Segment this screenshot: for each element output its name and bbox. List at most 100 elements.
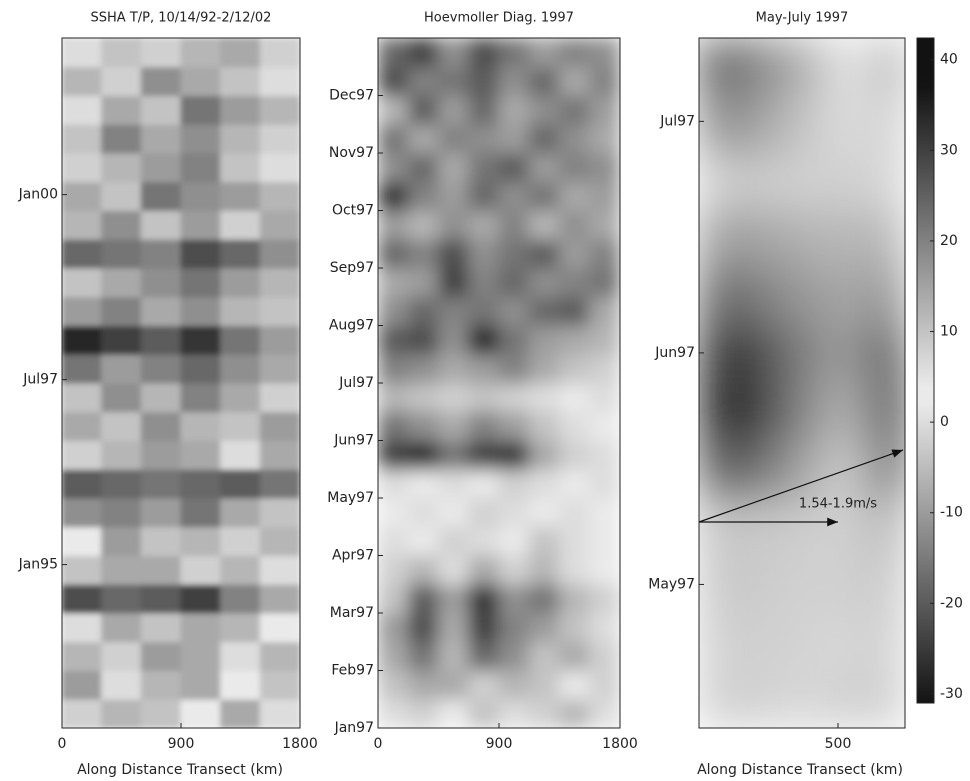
heatmap-cell <box>101 296 142 326</box>
heatmap-cell <box>407 698 439 728</box>
y-tick-label: Jan95 <box>18 557 58 573</box>
heatmap-cell <box>101 641 142 671</box>
heatmap-cell <box>378 38 409 68</box>
heatmap-cell <box>180 555 222 585</box>
heatmap-cell <box>180 612 222 643</box>
heatmap-cell <box>220 325 261 355</box>
heatmap-cell <box>407 95 439 125</box>
heatmap-cell <box>101 210 142 240</box>
heatmap-cell <box>870 95 905 154</box>
heatmap-cell <box>870 38 905 96</box>
heatmap-cell <box>498 267 530 298</box>
y-tick-label: Mar97 <box>330 605 374 621</box>
heatmap-cell <box>528 38 560 68</box>
heatmap-cell <box>220 210 261 240</box>
heatmap-cell <box>259 526 300 556</box>
colorbar-tick-label: 0 <box>940 414 949 430</box>
heatmap-cell <box>468 95 500 125</box>
y-tick-label: Jun97 <box>654 345 695 361</box>
heatmap-cell <box>438 353 470 384</box>
heatmap-cell <box>62 296 103 326</box>
x-tick-label: 1800 <box>602 736 638 752</box>
heatmap-cell <box>220 382 261 413</box>
y-tick-label: Jul97 <box>659 113 695 129</box>
heatmap-cell <box>498 325 530 355</box>
heatmap-cell <box>180 698 222 728</box>
heatmap-cell <box>407 38 439 68</box>
heatmap-cell <box>62 267 103 298</box>
heatmap-cell <box>801 555 837 614</box>
heatmap-cell <box>559 296 591 326</box>
heatmap-cell <box>801 382 837 441</box>
heatmap-cell <box>699 95 734 154</box>
heatmap-cell <box>101 411 142 441</box>
heatmap-cell <box>559 612 591 643</box>
heatmap-cell <box>220 670 261 700</box>
heatmap-cell <box>407 238 439 269</box>
heatmap-cell <box>498 497 530 528</box>
heatmap-cell <box>62 555 103 585</box>
heatmap-cell <box>528 66 560 96</box>
heatmap-cell <box>498 612 530 643</box>
heatmap-cell <box>180 382 222 413</box>
heatmap-cell <box>180 238 222 269</box>
heatmap-cell <box>559 181 591 211</box>
heatmap-cell <box>732 210 769 269</box>
heatmap-cell <box>407 468 439 499</box>
heatmap-cell <box>835 210 872 269</box>
heatmap-cell <box>528 612 560 643</box>
heatmap-cell <box>140 123 182 154</box>
heatmap-cell <box>140 698 182 728</box>
heatmap-cell <box>528 526 560 556</box>
heatmap-cell <box>528 353 560 384</box>
heatmap <box>62 38 300 728</box>
x-tick-label: 500 <box>825 736 852 752</box>
heatmap-cell <box>438 468 470 499</box>
heatmap-cell <box>140 612 182 643</box>
heatmap-cell <box>62 325 103 355</box>
heatmap-cell <box>259 325 300 355</box>
heatmap-cell <box>468 296 500 326</box>
heatmap-cell <box>468 497 500 528</box>
heatmap-cell <box>528 583 560 614</box>
y-tick-label: May97 <box>327 490 374 506</box>
heatmap-cell <box>438 267 470 298</box>
heatmap-cell <box>378 440 409 470</box>
heatmap-cell <box>407 325 439 355</box>
y-tick-label: Jun97 <box>333 433 374 449</box>
heatmap-cell <box>259 382 300 413</box>
heatmap-cell <box>180 411 222 441</box>
chart-title: SSHA T/P, 10/14/92-2/12/02 <box>91 11 272 26</box>
y-tick-label: Feb97 <box>331 663 374 679</box>
heatmap-cell <box>101 670 142 700</box>
heatmap-cell <box>140 210 182 240</box>
heatmap-cell <box>528 468 560 499</box>
y-tick-label: Dec97 <box>329 88 374 104</box>
heatmap-cell <box>699 612 734 671</box>
heatmap-cell <box>407 555 439 585</box>
heatmap-cell <box>180 296 222 326</box>
heatmap-cell <box>835 267 872 326</box>
heatmap-cell <box>101 38 142 68</box>
heatmap-cell <box>699 555 734 614</box>
heatmap-cell <box>220 353 261 384</box>
heatmap-cell <box>468 38 500 68</box>
heatmap-cell <box>438 38 470 68</box>
heatmap-cell <box>180 526 222 556</box>
heatmap-cell <box>438 612 470 643</box>
heatmap-cell <box>589 267 620 298</box>
heatmap-cell <box>259 238 300 269</box>
heatmap-cell <box>438 152 470 183</box>
heatmap-cell <box>62 152 103 183</box>
heatmap-cell <box>559 526 591 556</box>
heatmap-cell <box>62 641 103 671</box>
heatmap-cell <box>101 583 142 614</box>
colorbar <box>916 37 935 704</box>
heatmap-cell <box>589 583 620 614</box>
heatmap-cell <box>407 123 439 154</box>
colorbar-tick-label: 10 <box>940 324 958 340</box>
heatmap-cell <box>259 152 300 183</box>
heatmap-cell <box>101 382 142 413</box>
heatmap-cell <box>378 382 409 413</box>
heatmap-cell <box>732 267 769 326</box>
